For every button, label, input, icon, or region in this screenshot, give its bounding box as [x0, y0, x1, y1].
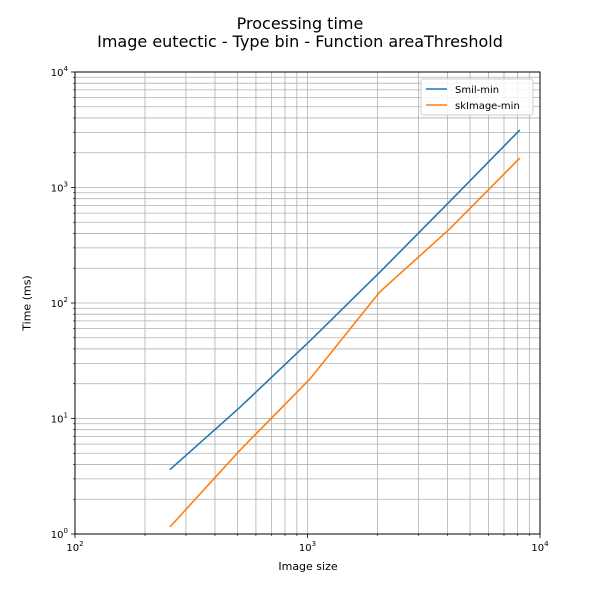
x-tick-label: 104	[531, 540, 549, 554]
y-tick-label: 104	[51, 65, 69, 79]
series-line-0	[169, 129, 521, 471]
y-tick-label: 103	[51, 181, 68, 195]
x-axis-label: Image size	[278, 560, 338, 573]
grid-lines	[75, 72, 540, 534]
y-tick-label: 102	[51, 296, 68, 310]
y-tick-label: 101	[51, 412, 68, 426]
chart-title-line-1: Processing time	[236, 14, 364, 33]
chart-title-line-2: Image eutectic - Type bin - Function are…	[97, 32, 503, 51]
axis-ticks: 102 103 104 100 101 102 103 104	[51, 65, 549, 554]
y-tick-label: 100	[51, 527, 68, 541]
legend-label-0: Smil-min	[455, 85, 499, 96]
x-tick-label: 103	[299, 540, 316, 554]
legend-box	[420, 78, 534, 116]
series-lines	[169, 129, 521, 528]
series-line-1	[169, 157, 521, 528]
legend-label-1: skImage-min	[455, 101, 520, 112]
legend: Smil-min skImage-min	[420, 78, 534, 116]
y-axis-label: Time (ms)	[20, 275, 34, 331]
x-tick-label: 102	[66, 540, 83, 554]
